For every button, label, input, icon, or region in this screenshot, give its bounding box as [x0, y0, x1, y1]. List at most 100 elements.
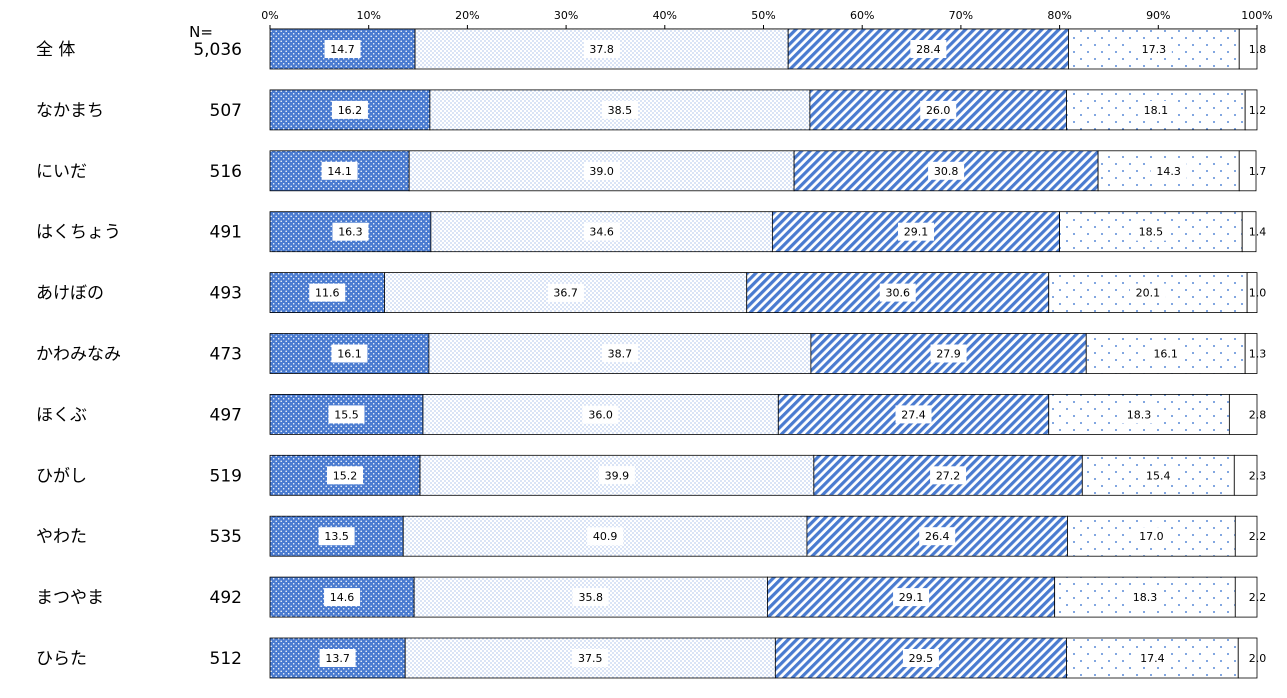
data-label-box — [1150, 161, 1187, 180]
data-label-box — [902, 649, 939, 667]
bar-segment — [1237, 637, 1258, 679]
data-label-box — [327, 466, 364, 485]
x-tick-label: 30% — [554, 9, 578, 22]
n-value: 491 — [210, 223, 242, 243]
data-label-box — [895, 405, 932, 424]
x-tick-label: 80% — [1047, 9, 1071, 22]
bar-segment — [1241, 211, 1257, 253]
data-label: 29.1 — [904, 226, 929, 239]
n-header: N= — [189, 23, 213, 41]
n-value: 493 — [210, 284, 242, 304]
data-label: 38.7 — [608, 348, 633, 361]
data-label-box — [1121, 405, 1158, 424]
n-value: 507 — [210, 101, 242, 121]
data-label: 17.0 — [1139, 530, 1164, 543]
data-label: 18.3 — [1133, 591, 1158, 604]
data-label-box — [897, 222, 934, 241]
data-label-box — [1135, 40, 1172, 58]
data-label-box — [332, 222, 369, 241]
data-label-box — [321, 161, 358, 180]
category-label: ほくぶ — [36, 405, 87, 425]
category-axis: N= 全 体 5,036 なかまち 507 にいだ 516 はくちょう 491 あけぼの 493 かわ… — [36, 23, 242, 669]
data-label: 1.2 — [1249, 104, 1267, 117]
n-value: 512 — [210, 649, 242, 669]
data-label: 36.0 — [588, 408, 613, 421]
bar-segment — [1244, 89, 1258, 131]
data-label: 14.1 — [327, 165, 352, 178]
category-label: まつやま — [36, 588, 104, 608]
data-label: 27.4 — [901, 408, 926, 421]
data-label: 28.4 — [916, 43, 941, 56]
x-tick-label: 100% — [1241, 9, 1272, 22]
data-label-box — [582, 405, 619, 424]
data-label-box — [1137, 100, 1174, 119]
data-label: 2.2 — [1249, 591, 1267, 604]
data-label-box — [572, 649, 609, 667]
data-label-box — [331, 100, 368, 119]
data-label: 2.8 — [1249, 408, 1267, 421]
n-value: 519 — [210, 466, 242, 486]
data-label-box — [598, 466, 635, 485]
data-label-box — [930, 344, 967, 363]
data-label-box — [319, 649, 356, 667]
data-label: 39.9 — [605, 469, 630, 482]
data-label-box — [1133, 527, 1170, 546]
data-label: 37.8 — [589, 43, 614, 56]
data-label: 1.8 — [1249, 43, 1267, 56]
data-label: 18.3 — [1127, 408, 1152, 421]
bar-segment — [1238, 150, 1257, 192]
data-label-box — [583, 40, 620, 58]
data-label: 16.3 — [338, 226, 363, 239]
data-label: 34.6 — [589, 226, 614, 239]
data-label: 18.1 — [1144, 104, 1169, 117]
data-label-box — [331, 344, 368, 363]
data-label: 29.1 — [899, 591, 924, 604]
n-value: 535 — [210, 527, 242, 547]
data-label: 27.9 — [936, 348, 961, 361]
data-label-box — [583, 222, 620, 241]
data-label: 14.6 — [330, 591, 355, 604]
data-label-box — [930, 466, 967, 485]
category-label: なかまち — [36, 101, 104, 121]
category-label: やわた — [36, 527, 87, 547]
data-label: 16.2 — [338, 104, 363, 117]
x-tick-label: 50% — [751, 9, 775, 22]
data-label: 17.3 — [1142, 43, 1167, 56]
data-label-box — [879, 283, 916, 302]
data-label-box — [572, 588, 609, 607]
n-value: 5,036 — [193, 40, 242, 60]
bar-segment — [1238, 28, 1258, 70]
data-label: 2.3 — [1249, 469, 1267, 482]
category-label: 全 体 — [36, 40, 75, 60]
data-label-box — [893, 588, 930, 607]
bar-segment — [1234, 576, 1258, 618]
bar-segment — [1234, 515, 1258, 557]
x-axis: 0% 10% 20% 30% 40% 50% 60% 70% 80% 90% 100% — [261, 9, 1273, 30]
category-label: はくちょう — [36, 223, 121, 243]
data-label: 30.8 — [934, 165, 959, 178]
data-label-box — [928, 161, 965, 180]
data-label: 27.2 — [936, 469, 961, 482]
data-label: 37.5 — [578, 652, 603, 665]
category-label: ひらた — [36, 649, 87, 669]
bar-segment — [1228, 393, 1258, 435]
data-label: 16.1 — [1153, 348, 1178, 361]
data-label: 18.5 — [1139, 226, 1164, 239]
data-label: 11.6 — [315, 287, 340, 300]
bar-segment — [1048, 272, 1248, 314]
data-label: 14.3 — [1156, 165, 1181, 178]
data-label-box — [1132, 222, 1169, 241]
x-tick-label: 10% — [356, 9, 380, 22]
category-label: かわみなみ — [36, 345, 121, 365]
n-value: 497 — [210, 405, 242, 425]
x-tick-label: 60% — [850, 9, 874, 22]
data-label: 26.0 — [926, 104, 951, 117]
x-tick-label: 0% — [261, 9, 278, 22]
data-label-box — [1140, 466, 1177, 485]
data-label-box — [920, 100, 957, 119]
data-label-box — [1126, 588, 1163, 607]
data-label-box — [583, 161, 620, 180]
data-label: 15.4 — [1146, 469, 1171, 482]
n-value: 516 — [210, 162, 242, 182]
data-label: 26.4 — [925, 530, 950, 543]
